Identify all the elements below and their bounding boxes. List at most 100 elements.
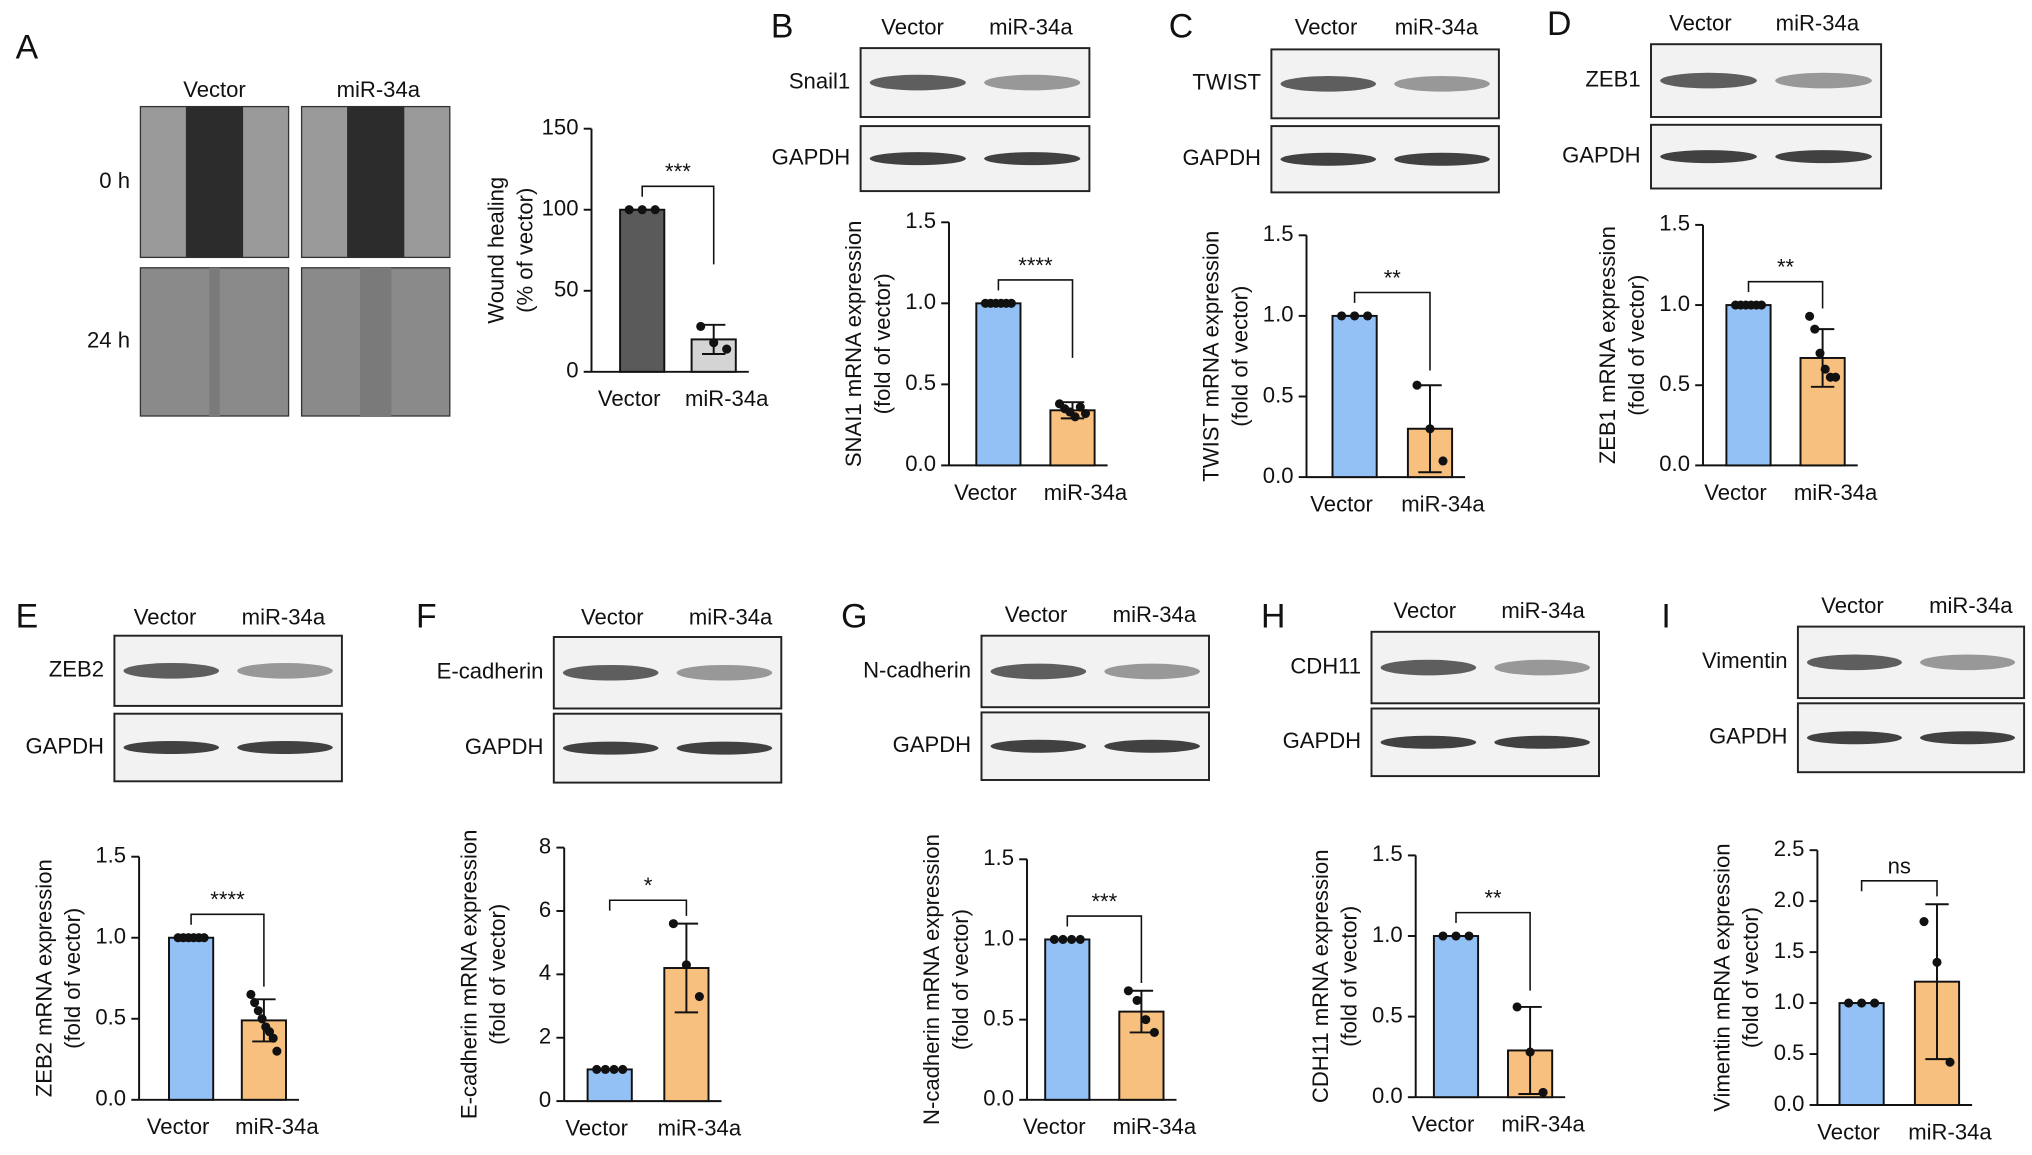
y-axis-label: ZEB2 mRNA expression [31, 859, 56, 1097]
blot-band [1806, 654, 1902, 671]
panel-letter: B [771, 8, 794, 46]
y-tick-label: 2.0 [1774, 887, 1805, 912]
data-point [681, 960, 691, 970]
x-tick-label: Vector [954, 480, 1017, 505]
significance-bracket [641, 185, 715, 265]
x-tick-label: Vector [1817, 1119, 1880, 1144]
significance-label: ns [1888, 854, 1911, 879]
bar [1432, 935, 1480, 1099]
x-tick-label: miR-34a [658, 1116, 742, 1141]
blot-band [984, 74, 1081, 91]
y-tick-label: 1.0 [95, 924, 126, 949]
y-tick-label: 1.0 [905, 289, 936, 314]
blot-band [1660, 72, 1757, 89]
y-axis-label: SNAI1 mRNA expression [841, 221, 866, 468]
significance-label: **** [210, 887, 245, 912]
data-point [1538, 1087, 1548, 1097]
blot-band [1394, 152, 1490, 166]
y-tick-label: 1.0 [983, 925, 1014, 950]
y-tick-label: 50 [554, 277, 579, 302]
blot-band [990, 663, 1087, 680]
data-point [1075, 934, 1085, 945]
blot-band [869, 152, 966, 166]
data-point [668, 919, 678, 929]
x-tick-label: miR-34a [1501, 1112, 1585, 1137]
y-axis-label: E-cadherin mRNA expression [456, 830, 481, 1120]
wound-gap [360, 267, 392, 416]
y-tick-label: 0.5 [1659, 371, 1690, 396]
blot-header: miR-34a [242, 605, 326, 630]
y-tick-label: 4 [539, 960, 551, 985]
data-point [650, 205, 660, 215]
blot-header: Vector [881, 14, 944, 39]
y-tick-label: 1.5 [1774, 938, 1805, 963]
blot-label: Vimentin [1702, 648, 1788, 673]
significance-bracket [1066, 915, 1143, 983]
y-axis-label: (fold of vector) [870, 273, 895, 414]
blot-band [1104, 663, 1200, 680]
data-point [1058, 934, 1068, 945]
image-header: Vector [183, 77, 246, 102]
data-point [609, 1064, 619, 1074]
x-tick-label: Vector [598, 386, 661, 411]
blot-header: miR-34a [1113, 602, 1197, 627]
blot-band [1104, 739, 1200, 753]
y-axis-label: (fold of vector) [948, 909, 973, 1050]
y-tick-label: 0.5 [983, 1005, 1014, 1030]
data-point [1438, 456, 1448, 466]
y-tick-label: 0.5 [1372, 1002, 1403, 1027]
blot-header: Vector [134, 605, 197, 630]
data-point [1815, 348, 1825, 358]
image-row-label: 24 h [87, 328, 130, 353]
data-point [1438, 931, 1448, 941]
y-tick-label: 0.5 [95, 1005, 126, 1030]
blot-band [1775, 72, 1872, 89]
y-tick-label: 6 [539, 897, 551, 922]
data-point [1857, 998, 1867, 1008]
blot-header: Vector [1669, 11, 1732, 36]
data-point [1412, 380, 1422, 390]
significance-label: *** [665, 159, 691, 184]
significance-label: *** [1091, 889, 1117, 914]
bar [1725, 304, 1772, 467]
wound-gap [347, 106, 405, 258]
blot-header: miR-34a [689, 605, 773, 630]
panel-letter: C [1169, 8, 1193, 46]
y-tick-label: 1.0 [1372, 922, 1403, 947]
y-tick-label: 1.0 [1659, 291, 1690, 316]
blot-header: miR-34a [1929, 593, 2013, 618]
x-tick-label: Vector [1310, 492, 1373, 517]
blot-band [990, 739, 1087, 753]
y-tick-label: 1.5 [95, 843, 126, 868]
y-tick-label: 1.5 [905, 208, 936, 233]
y-tick-label: 0 [539, 1087, 551, 1112]
data-point [618, 1064, 628, 1074]
data-point [272, 1046, 282, 1056]
blot-label: GAPDH [772, 144, 851, 169]
x-tick-label: Vector [1023, 1114, 1086, 1139]
bar [619, 208, 666, 373]
data-point [722, 344, 732, 354]
bar [975, 302, 1022, 467]
blot-label: CDH11 [1290, 653, 1361, 678]
error-bar [1129, 989, 1154, 1034]
x-tick-label: miR-34a [1908, 1119, 1992, 1144]
y-axis-label: TWIST mRNA expression [1199, 231, 1224, 482]
image-row-label: 0 h [99, 168, 130, 193]
blot-band [562, 664, 659, 681]
blot-label: ZEB1 [1585, 66, 1640, 91]
data-point [709, 338, 719, 348]
y-axis-label: (fold of vector) [60, 908, 85, 1049]
data-point [1141, 1015, 1151, 1025]
blot-label: GAPDH [893, 732, 972, 757]
y-tick-label: 150 [542, 115, 579, 140]
data-point [1080, 408, 1091, 419]
data-point [1932, 957, 1942, 967]
data-point [1451, 931, 1461, 941]
blot-band [1380, 735, 1477, 749]
significance-bracket [190, 913, 265, 987]
panel-letter: D [1547, 5, 1571, 43]
x-tick-label: miR-34a [1794, 480, 1878, 505]
y-axis-label: (fold of vector) [485, 904, 510, 1045]
x-tick-label: miR-34a [235, 1114, 319, 1139]
